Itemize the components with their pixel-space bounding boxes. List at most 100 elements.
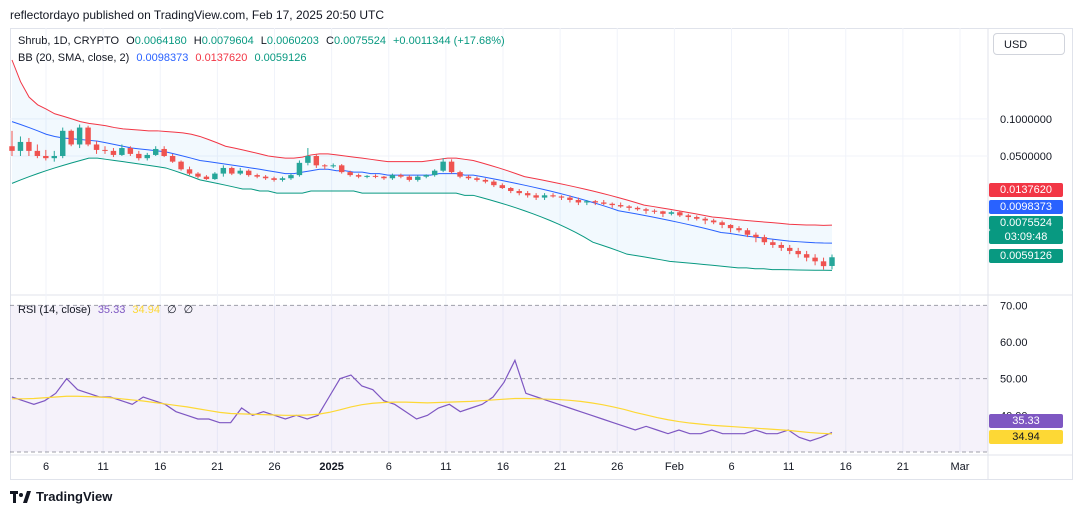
- candle-body: [736, 228, 742, 231]
- candle: [812, 254, 818, 266]
- candle: [474, 176, 480, 182]
- candle: [795, 247, 801, 258]
- candle: [372, 174, 379, 179]
- candle-body: [195, 173, 201, 177]
- candle-body: [389, 175, 396, 179]
- candle: [93, 141, 100, 154]
- candle-body: [508, 188, 514, 192]
- price-tick-label: 0.0500000: [1000, 151, 1052, 163]
- rsi-legend: RSI (14, close) 35.33 34.94 ∅ ∅: [18, 303, 197, 316]
- rsi-tick-label: 60.00: [1000, 337, 1028, 349]
- candle: [51, 150, 57, 162]
- bb-fill: [12, 60, 832, 271]
- candle-body: [778, 244, 784, 248]
- candle: [508, 187, 514, 194]
- candle: [457, 170, 463, 179]
- candle: [601, 199, 607, 206]
- candle: [102, 146, 108, 154]
- candle: [753, 232, 759, 243]
- candle-body: [212, 173, 218, 180]
- candle: [288, 173, 294, 180]
- candle: [617, 202, 624, 208]
- candle-body: [51, 155, 57, 159]
- candle: [609, 202, 615, 208]
- candle-body: [347, 172, 353, 176]
- candle-body: [152, 148, 159, 155]
- candle: [152, 146, 159, 156]
- last-price-tag: 0.0075524: [989, 216, 1063, 230]
- candle: [119, 144, 125, 156]
- candle-body: [482, 179, 489, 182]
- time-tick-label: 16: [154, 461, 166, 473]
- candle: [465, 175, 472, 180]
- candle: [736, 226, 742, 233]
- candle-body: [499, 185, 506, 189]
- candle-body: [355, 175, 362, 177]
- candle: [254, 173, 260, 179]
- candle: [415, 175, 421, 182]
- bb-upper-line: [11, 59, 833, 226]
- price-tick-label: 0.1000000: [1000, 114, 1052, 126]
- rsi-lines: [11, 358, 833, 442]
- candle: [296, 160, 303, 177]
- candle-body: [85, 127, 91, 145]
- candle-body: [702, 218, 708, 221]
- rsi-label: RSI (14, close): [18, 304, 91, 316]
- candle-body: [533, 195, 539, 198]
- candle: [550, 193, 556, 198]
- candle: [110, 148, 117, 158]
- candle: [575, 197, 582, 206]
- candle-body: [338, 165, 345, 173]
- candle-body: [305, 155, 311, 163]
- candle: [178, 160, 184, 171]
- candle: [423, 174, 429, 179]
- candle-body: [186, 169, 193, 174]
- candle-body: [254, 175, 260, 177]
- candle: [626, 205, 632, 211]
- candle: [448, 159, 455, 174]
- bb-upper-value: 0.0137620: [195, 52, 248, 64]
- candle-body: [178, 161, 184, 170]
- candle-body: [516, 191, 522, 194]
- candle: [744, 228, 751, 238]
- candle-body: [550, 195, 556, 197]
- candle-body: [43, 155, 49, 159]
- rsi-background: [10, 304, 988, 453]
- candle-body: [440, 161, 446, 171]
- chart-frame: [10, 28, 1073, 480]
- bb-lower-value: 0.0059126: [254, 52, 307, 64]
- tradingview-brand: TradingView: [36, 489, 113, 504]
- candle-body: [279, 178, 286, 180]
- candle: [651, 209, 658, 214]
- candle: [203, 175, 210, 180]
- candle: [558, 195, 565, 200]
- candle: [524, 191, 531, 198]
- candle: [271, 176, 277, 182]
- main-legend: Shrub, 1D, CRYPTO O0.0064180 H0.0079604 …: [18, 35, 509, 47]
- candle-body: [364, 175, 370, 177]
- candle-body: [220, 167, 227, 174]
- candle: [491, 179, 497, 188]
- candle: [161, 146, 167, 158]
- candle-body: [9, 146, 15, 151]
- candle-body: [136, 153, 142, 159]
- candle-body: [753, 234, 759, 238]
- candle: [406, 175, 413, 182]
- candle-body: [617, 205, 624, 207]
- time-tick-label: 6: [386, 461, 392, 473]
- candle: [541, 193, 548, 200]
- candle: [677, 210, 683, 218]
- close-value: 0.0075524: [333, 35, 386, 47]
- tradingview-footer[interactable]: TradingView: [10, 489, 112, 504]
- candle-body: [169, 155, 176, 162]
- candle-body: [474, 178, 480, 180]
- time-tick-label: 2025: [319, 461, 343, 473]
- candle: [778, 242, 784, 251]
- tradingview-logo-icon: [10, 490, 31, 503]
- candle: [279, 176, 286, 182]
- currency-button[interactable]: USD: [993, 33, 1065, 55]
- candle-body: [322, 165, 328, 167]
- axis-labels: 6 11 16 21 26 2025 6 11 16 21 26 Feb 6 11 16 21 Mar 0.100…: [43, 114, 1052, 473]
- symbol-label: Shrub, 1D, CRYPTO: [18, 35, 120, 47]
